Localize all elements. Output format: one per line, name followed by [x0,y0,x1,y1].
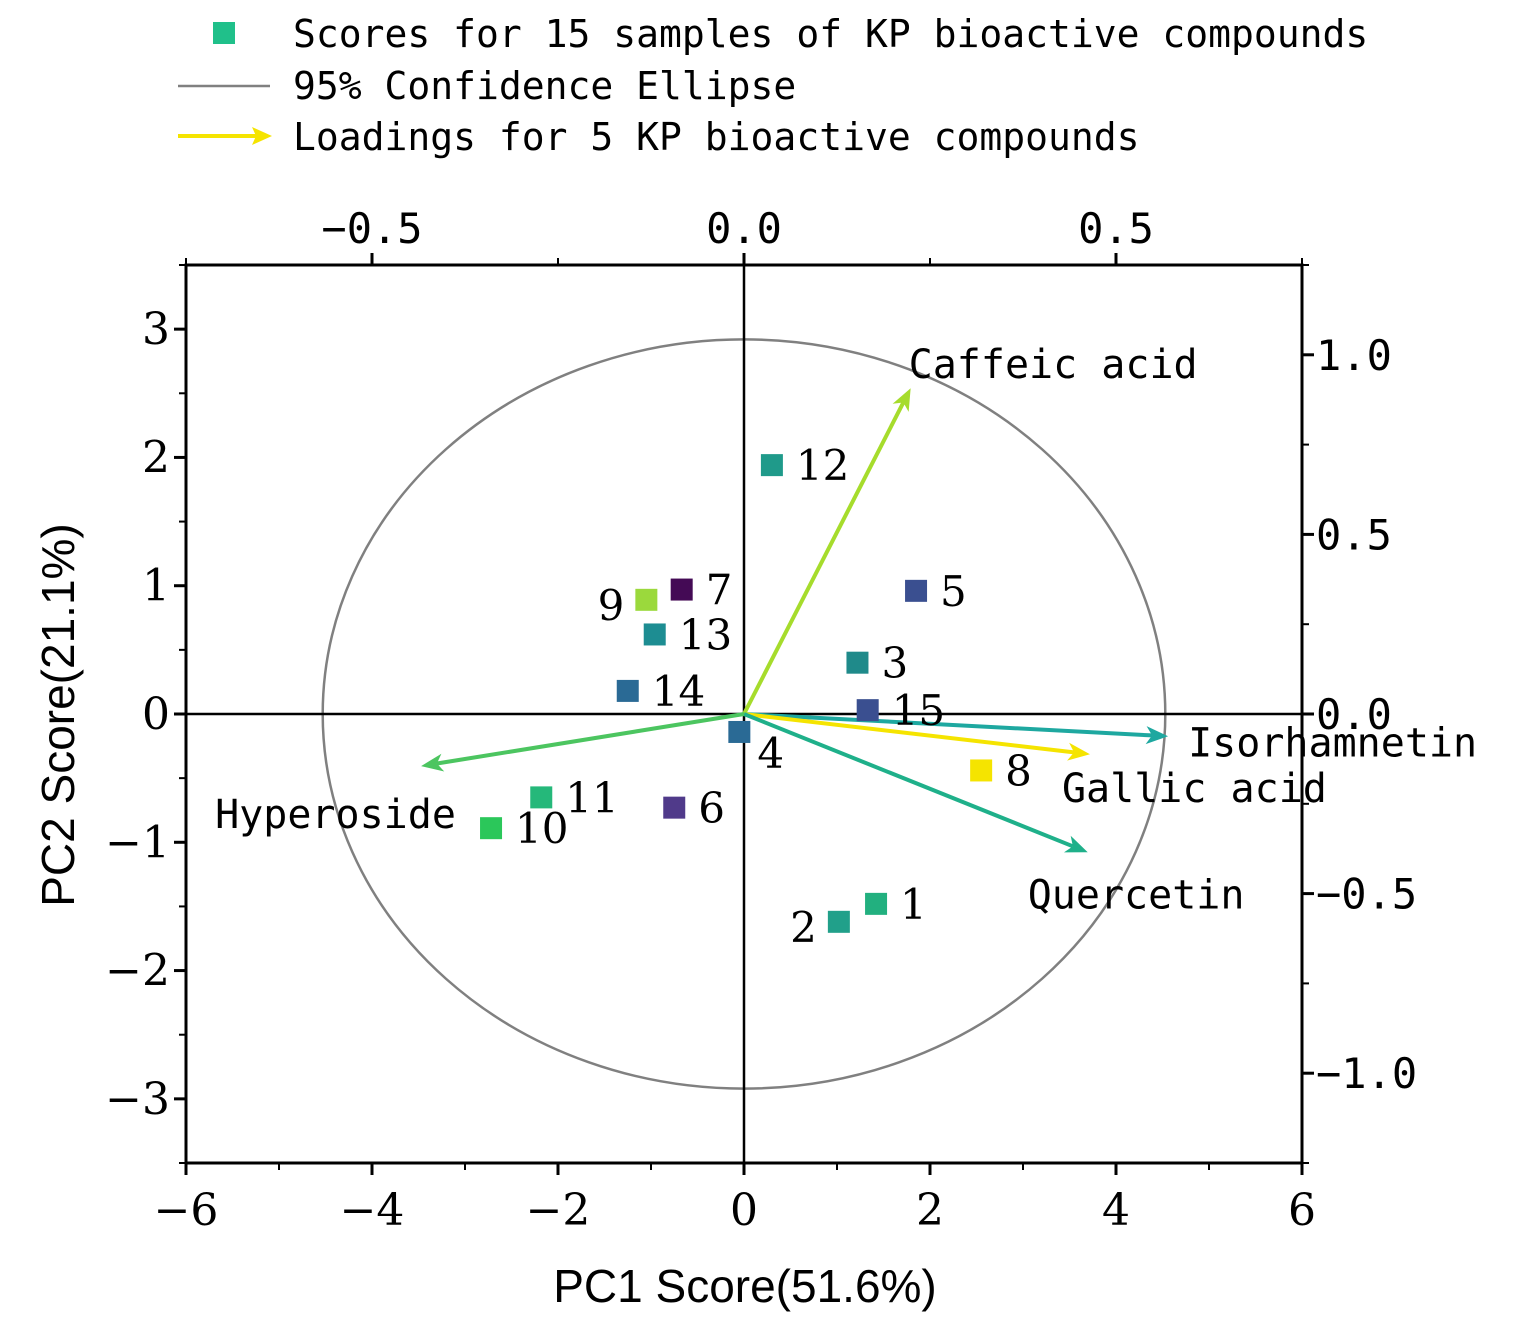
top-tick-label: 0.0 [706,204,782,253]
loading-arrow-line [743,712,1153,738]
y-tick-label: −1 [105,817,170,868]
score-label: 14 [652,667,705,716]
score-point [760,454,783,477]
score-label: 15 [892,686,945,735]
score-label: 8 [1005,746,1032,795]
score-label: 4 [757,729,784,778]
score-point [827,910,850,933]
x-tick-label: 4 [1102,1185,1130,1236]
legend-label-ellipse: 95% Confidence Ellipse [293,64,796,108]
score-point [865,892,888,915]
score-label: 2 [790,903,817,952]
score-point [616,679,639,702]
score-point [670,578,693,601]
legend-label-scores: Scores for 15 samples of KP bioactive co… [293,12,1368,56]
loading-label: Quercetin [1028,872,1245,918]
score-label: 12 [796,441,849,490]
legend-marker-scores [213,22,235,44]
loading-arrow-head [1067,742,1090,761]
legend-label-loadings: Loadings for 5 KP bioactive compounds [293,115,1139,159]
score-point [970,759,993,782]
score-label: 10 [515,804,568,853]
y-tick-label: −3 [105,1074,170,1125]
score-label: 11 [565,773,618,822]
top-tick-label: 0.5 [1078,204,1154,253]
legend-arrow-head-loadings [252,127,272,145]
score-label: 7 [706,566,733,615]
right-tick-label: 1.0 [1316,331,1392,380]
x-tick-label: 0 [730,1185,758,1236]
x-tick-label: 2 [916,1185,944,1236]
right-tick-label: −0.5 [1316,870,1417,919]
score-label: 6 [698,784,725,833]
y-tick-label: 1 [142,561,170,612]
x-axis-title: PC1 Score(51.6%) [553,1260,937,1312]
x-tick-label: −4 [340,1185,405,1236]
score-point [856,699,879,722]
y-tick-label: 2 [142,432,170,483]
loading-label: Isorhamnetin [1188,720,1477,766]
score-point [530,786,553,809]
loading-arrow-line [436,712,745,766]
x-tick-label: −2 [526,1185,591,1236]
loading-arrow-head [1145,726,1169,745]
score-point [663,796,686,819]
loading-arrow-head [892,388,911,412]
y-tick-label: 3 [142,304,170,355]
loading-label: Caffeic acid [909,342,1198,388]
loading-arrow-line [742,401,906,715]
score-point [846,651,869,674]
score-point [635,588,658,611]
score-label: 5 [940,567,967,616]
score-point [905,579,928,602]
score-label: 13 [679,610,732,659]
score-label: 9 [598,581,625,630]
y-tick-label: −2 [105,946,170,997]
score-point [643,623,666,646]
loading-label: Gallic acid [1062,766,1327,812]
score-point [728,720,751,743]
right-tick-label: −1.0 [1316,1049,1417,1098]
score-label: 1 [900,880,927,929]
score-label: 3 [881,639,908,688]
top-tick-label: −0.5 [321,204,422,253]
x-tick-label: 6 [1288,1185,1316,1236]
loading-arrow-head [421,753,445,772]
loading-arrow-line [743,712,1075,755]
x-tick-label: −6 [154,1185,219,1236]
y-axis-title: PC2 Score(21.1%) [32,523,84,907]
loading-label: Hyperoside [215,792,456,838]
right-tick-label: 0.5 [1316,510,1392,559]
legend: Scores for 15 samples of KP bioactive co… [178,12,1368,159]
score-point [480,817,503,840]
y-tick-label: 0 [142,689,170,740]
loading-arrow-line [743,712,1074,849]
right-tick-label: 0.0 [1316,690,1392,739]
loading-arrow-head [1063,835,1088,853]
